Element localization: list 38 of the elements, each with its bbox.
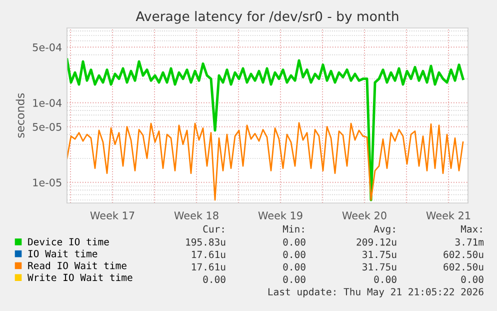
y-tick-label: 1e-04 <box>33 98 62 107</box>
legend-label: Device IO time <box>28 238 109 246</box>
text: 0.00 <box>374 276 396 283</box>
text: Max: <box>460 225 482 233</box>
x-tick-label: Week 18 <box>174 211 218 220</box>
y-axis-title: seconds <box>16 93 24 138</box>
text: 0.00 <box>283 263 306 271</box>
legend-label: Read IO Wait time <box>28 262 126 270</box>
y-tick-label: 5e-04 <box>32 43 62 52</box>
line-series <box>67 122 464 201</box>
text: 209.12u <box>356 238 396 246</box>
text: 0.00 <box>283 276 306 283</box>
text: 195.83u <box>186 238 226 246</box>
chart-title: Average latency for /dev/sr0 - by month <box>136 11 398 24</box>
text: 602.50u <box>444 250 484 258</box>
text: Min: <box>282 225 304 233</box>
text: Cur: <box>203 225 224 233</box>
x-tick-label: Week 17 <box>90 211 134 220</box>
y-tick-label: 1e-05 <box>33 178 62 186</box>
text: Avg: <box>374 225 395 235</box>
text: 17.61u <box>192 263 226 271</box>
text: 31.75u <box>362 250 396 258</box>
text: 0.00 <box>283 238 306 246</box>
text: 602.50u <box>444 263 484 271</box>
x-tick-label: Week 19 <box>258 211 302 220</box>
text: 0.00 <box>283 250 306 258</box>
x-tick-label: Week 21 <box>426 211 470 220</box>
text: 3.71m <box>455 238 484 246</box>
text: 0.00 <box>461 276 484 283</box>
legend-label: Write IO Wait time <box>28 274 132 282</box>
line-series <box>67 58 464 202</box>
text: Last update: Thu May 21 21:05:22 2026 <box>268 288 484 298</box>
y-tick-label: 5e-05 <box>32 122 62 131</box>
legend-label: IO Wait time <box>28 250 98 258</box>
text: 31.75u <box>362 263 396 271</box>
text: 0.00 <box>203 276 226 283</box>
x-tick-label: Week 20 <box>342 211 386 220</box>
text: 17.61u <box>192 250 226 258</box>
